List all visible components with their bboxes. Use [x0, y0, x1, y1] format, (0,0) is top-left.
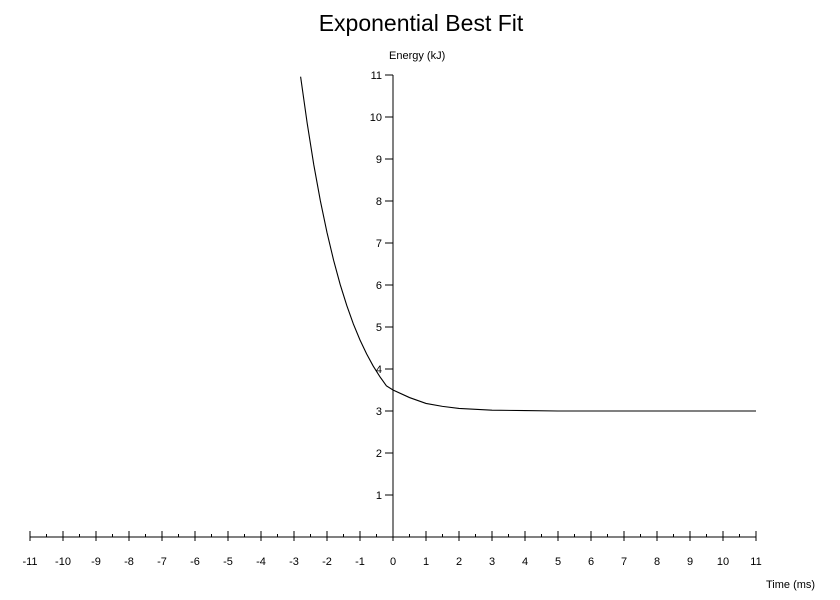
- x-tick-label: -3: [289, 556, 299, 568]
- x-tick-label: -2: [322, 556, 332, 568]
- x-axis-label: Time (ms): [766, 579, 815, 591]
- y-axis-label: Energy (kJ): [389, 50, 445, 62]
- y-tick-label: 4: [376, 364, 382, 376]
- y-tick-label: 3: [376, 406, 382, 418]
- x-ticks: -11 -10 -9 -8 -7 -6 -5 -4 -3 -2 -1 0 1 2 3 4 5 6 7 8 9 10 11: [22, 531, 762, 568]
- x-tick-label: 6: [588, 556, 594, 568]
- x-tick-label: -6: [190, 556, 200, 568]
- y-tick-label: 7: [376, 238, 382, 250]
- y-tick-label: 6: [376, 280, 382, 292]
- x-tick-label: 1: [423, 556, 429, 568]
- y-ticks: 1 2 3 4 5 6 7 8 9 10 11: [370, 70, 393, 502]
- x-tick-label: -9: [91, 556, 101, 568]
- x-tick-label: 3: [489, 556, 495, 568]
- x-tick-label: -7: [157, 556, 167, 568]
- chart-title: Exponential Best Fit: [319, 10, 524, 36]
- y-tick-label: 1: [376, 490, 382, 502]
- y-tick-label: 2: [376, 448, 382, 460]
- x-tick-label: 8: [654, 556, 660, 568]
- y-tick-label: 9: [376, 154, 382, 166]
- x-tick-label: 11: [750, 556, 761, 568]
- axes: [30, 75, 756, 538]
- x-tick-label: 7: [621, 556, 627, 568]
- x-tick-label: 10: [717, 556, 729, 568]
- y-tick-label: 5: [376, 322, 382, 334]
- x-tick-label: 2: [456, 556, 462, 568]
- x-tick-label: -1: [355, 556, 365, 568]
- x-tick-label: 5: [555, 556, 561, 568]
- x-tick-label: -11: [22, 556, 37, 568]
- x-tick-label: 9: [687, 556, 693, 568]
- x-tick-label: -8: [124, 556, 134, 568]
- series-line-0: [300, 76, 756, 412]
- y-tick-label: 8: [376, 196, 382, 208]
- x-tick-label: -5: [223, 556, 233, 568]
- plot-area: [300, 76, 756, 412]
- x-tick-label: 4: [522, 556, 528, 568]
- y-tick-label: 11: [371, 70, 382, 82]
- x-tick-label: -4: [256, 556, 266, 568]
- x-tick-label: -10: [55, 556, 71, 568]
- x-tick-label: 0: [390, 556, 396, 568]
- y-tick-label: 10: [370, 112, 382, 124]
